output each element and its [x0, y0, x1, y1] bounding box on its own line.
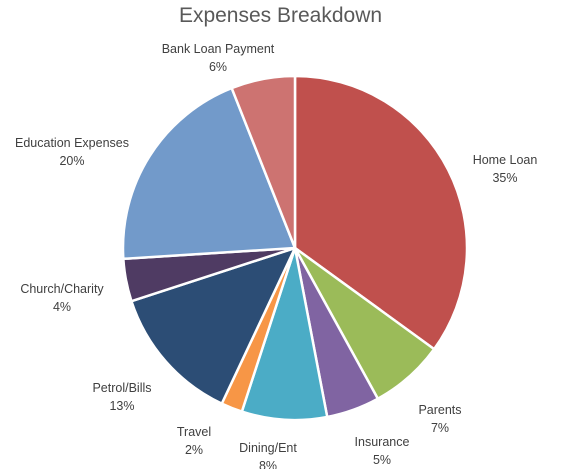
pie-slice-bank-loan-payment	[230, 74, 297, 250]
pie-slice-home-loan	[293, 74, 469, 351]
slice-label-petrol-bills: Petrol/Bills	[92, 381, 151, 395]
slice-label-insurance: Insurance	[355, 435, 410, 449]
slice-label-church-charity: Church/Charity	[20, 282, 104, 296]
slice-label-home-loan: Home Loan	[473, 153, 538, 167]
slice-percent-home-loan: 35%	[492, 171, 517, 185]
slice-label-parents: Parents	[418, 403, 461, 417]
chart-title: Expenses Breakdown	[178, 4, 383, 27]
pie-slice-petrol-bills	[130, 246, 297, 405]
slice-label-education-expenses: Education Expenses	[15, 136, 129, 150]
slice-label-bank-loan-payment: Bank Loan Payment	[162, 42, 275, 56]
slice-percent-insurance: 5%	[373, 453, 391, 467]
slice-percent-bank-loan-payment: 6%	[209, 60, 227, 74]
slice-label-travel: Travel	[177, 425, 211, 439]
slice-percent-church-charity: 4%	[53, 300, 71, 314]
pie-slice-education-expenses	[121, 86, 297, 261]
slice-percent-education-expenses: 20%	[59, 154, 84, 168]
slice-label-dining-ent: Dining/Ent	[239, 441, 297, 455]
slice-percent-parents: 7%	[431, 421, 449, 435]
slice-percent-travel: 2%	[185, 443, 203, 457]
slice-percent-petrol-bills: 13%	[109, 399, 134, 413]
slice-percent-dining-ent: 8%	[259, 459, 277, 469]
